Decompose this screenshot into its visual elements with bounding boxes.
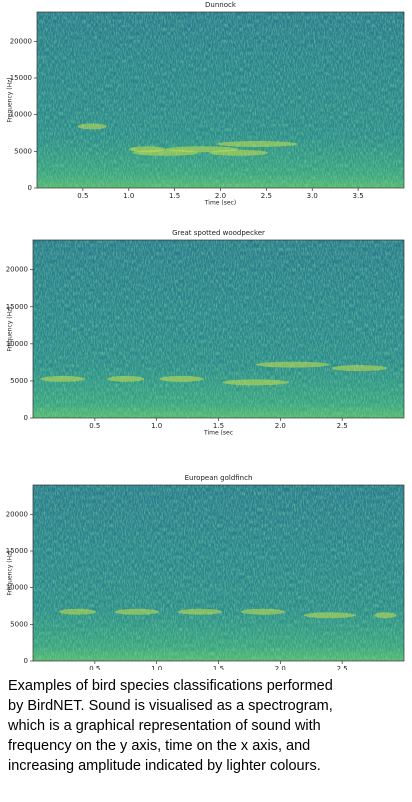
x-tick-label: 2.5 [261, 192, 272, 200]
x-tick-label: 2.0 [275, 422, 286, 430]
x-tick-label: 2.5 [337, 422, 348, 430]
texture [216, 141, 298, 147]
texture [77, 123, 107, 130]
y-tick-label: 20000 [6, 266, 28, 274]
x-tick-label: 0.5 [77, 192, 88, 200]
y-tick-label: 5000 [10, 377, 28, 385]
texture [37, 12, 404, 188]
y-tick-label: 0 [24, 657, 28, 665]
x-axis-label: Time (sec [203, 430, 233, 437]
y-tick-label: 0 [28, 184, 32, 192]
y-tick-label: 15000 [6, 547, 28, 555]
texture [240, 608, 286, 615]
y-axis-label: Frequency (Hz) [7, 550, 14, 595]
texture [303, 612, 356, 619]
spectrogram [36, 11, 405, 189]
chart-title: Dunnock [205, 1, 237, 9]
x-tick-label: 1.5 [169, 192, 180, 200]
texture [114, 608, 160, 615]
y-tick-label: 20000 [6, 510, 28, 518]
caption-line: frequency on the y axis, time on the x a… [8, 738, 311, 754]
y-tick-label: 5000 [10, 620, 28, 628]
y-tick-label: 15000 [6, 303, 28, 311]
x-tick-label: 2.0 [215, 192, 226, 200]
x-tick-label: 1.0 [151, 422, 162, 430]
y-tick-label: 0 [24, 414, 28, 422]
chart-title: European goldfinch [185, 474, 253, 482]
y-tick-label: 20000 [10, 37, 32, 45]
x-tick-label: 3.0 [307, 192, 318, 200]
y-tick-label: 10000 [6, 340, 28, 348]
texture [159, 375, 204, 382]
texture [255, 361, 330, 368]
spectrogram [32, 239, 405, 419]
texture [331, 365, 388, 372]
texture [40, 375, 85, 382]
texture [33, 240, 404, 418]
caption: Examples of bird species classifications… [8, 676, 408, 776]
x-tick-label: 0.5 [89, 665, 100, 670]
caption-line: which is a graphical representation of s… [8, 718, 321, 734]
spectrogram [32, 484, 405, 662]
y-axis-label: Frequency (Hz) [7, 77, 14, 122]
x-tick-label: 1.5 [213, 422, 224, 430]
texture [107, 375, 145, 382]
texture [58, 608, 97, 615]
y-tick-label: 15000 [10, 74, 32, 82]
x-tick-label: 1.5 [213, 665, 224, 670]
texture [177, 608, 223, 615]
y-axis-label: Frequency (Hz) [7, 306, 14, 351]
texture [374, 612, 397, 619]
x-tick-label: 3.5 [353, 192, 364, 200]
caption-line: Examples of bird species classifications… [8, 678, 333, 694]
figure: Dunnock 0 5000 10000 15000 20000 0.5 1.0 1.5 2.0 2… [6, 1, 405, 680]
x-tick-label: 1.0 [151, 665, 162, 670]
y-tick-label: 5000 [14, 147, 32, 155]
x-tick-label: 2.5 [337, 665, 348, 670]
y-tick-label: 10000 [10, 111, 32, 119]
y-tick-label: 10000 [6, 584, 28, 592]
x-tick-label: 0.5 [89, 422, 100, 430]
x-tick-label: 2.0 [275, 665, 286, 670]
caption-line: increasing amplitude indicated by lighte… [8, 758, 321, 774]
x-axis-label: Time (sec) [204, 200, 236, 207]
texture [209, 149, 269, 156]
x-tick-label: 1.0 [123, 192, 134, 200]
texture [128, 146, 166, 153]
caption-line: by BirdNET. Sound is visualised as a spe… [8, 698, 333, 714]
texture [33, 485, 404, 661]
texture [222, 379, 289, 386]
chart-title: Great spotted woodpecker [172, 229, 265, 237]
